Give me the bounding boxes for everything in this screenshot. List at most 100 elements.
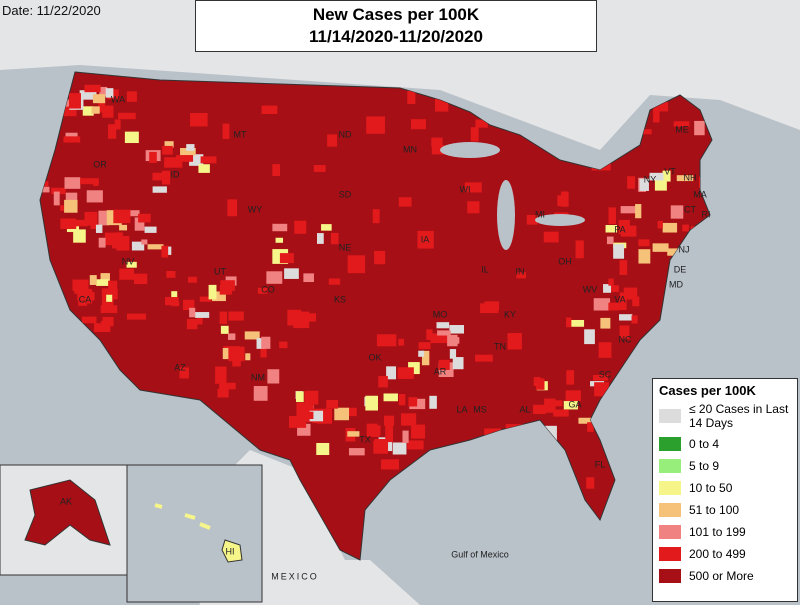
county <box>401 413 417 426</box>
state-label: NY <box>644 174 657 184</box>
hawaii-inset <box>126 464 263 603</box>
county <box>51 187 66 195</box>
county <box>108 280 118 290</box>
county <box>303 273 314 283</box>
legend-swatch <box>659 409 681 423</box>
county <box>166 270 176 278</box>
county <box>619 260 628 275</box>
county <box>381 459 400 470</box>
county <box>392 442 407 455</box>
county <box>418 350 425 357</box>
county <box>161 245 169 258</box>
county <box>219 311 228 324</box>
county <box>182 299 195 311</box>
county <box>63 104 77 117</box>
county <box>316 442 330 456</box>
state-label: MO <box>433 309 448 319</box>
county <box>186 144 195 151</box>
state-label: WV <box>583 284 598 294</box>
county <box>189 307 196 318</box>
state-label: AR <box>434 366 447 376</box>
county <box>212 291 226 302</box>
county <box>619 292 634 300</box>
county <box>138 213 151 223</box>
county <box>653 107 660 123</box>
county <box>437 330 451 336</box>
county <box>99 86 108 97</box>
county <box>141 239 148 245</box>
state-label: TN <box>494 341 506 351</box>
county <box>98 210 109 226</box>
county <box>144 226 157 233</box>
state-label: VT <box>664 166 676 176</box>
alaska <box>24 479 111 546</box>
county <box>113 209 131 224</box>
county <box>105 88 114 98</box>
county <box>418 342 431 350</box>
county <box>147 244 164 250</box>
county <box>279 253 294 264</box>
state-label: MD <box>669 279 683 289</box>
county <box>266 271 283 284</box>
legend-label: 10 to 50 <box>689 481 733 495</box>
county <box>328 278 341 285</box>
county <box>452 357 464 370</box>
county <box>60 218 77 229</box>
state-label: WI <box>460 184 471 194</box>
county <box>484 428 502 437</box>
county <box>272 223 288 232</box>
state-label: CA <box>79 294 92 304</box>
county <box>101 288 118 300</box>
county <box>114 232 123 247</box>
state-label: MS <box>473 404 487 414</box>
county <box>593 298 611 311</box>
county <box>275 237 284 243</box>
hawaii-islands <box>154 503 211 530</box>
county <box>682 224 689 232</box>
county <box>124 131 139 144</box>
state-label: RI <box>702 209 711 219</box>
county <box>484 301 500 311</box>
county <box>449 349 457 359</box>
county <box>605 225 618 233</box>
county <box>82 106 94 116</box>
county <box>65 192 78 207</box>
county <box>620 225 637 237</box>
county <box>102 105 114 118</box>
county <box>386 366 397 380</box>
county <box>694 120 705 136</box>
county <box>402 430 409 443</box>
state-label: MI <box>535 209 545 219</box>
county <box>91 106 100 114</box>
county <box>587 422 594 432</box>
state-label: KS <box>334 294 346 304</box>
hawaii <box>221 539 243 563</box>
legend-swatch <box>659 503 681 517</box>
legend-item: 51 to 100 <box>659 502 791 518</box>
county <box>575 240 584 259</box>
county <box>410 119 427 130</box>
county <box>267 369 280 384</box>
county <box>316 233 324 244</box>
county <box>296 402 309 418</box>
country-label: MEXICO <box>271 571 319 581</box>
county <box>603 284 612 293</box>
state-label: TX <box>359 434 371 444</box>
sea-label: Gulf of Mexico <box>451 549 509 559</box>
county <box>565 390 581 402</box>
county <box>618 299 627 311</box>
county <box>408 397 418 407</box>
state-label: GA <box>568 399 581 409</box>
lake-superior <box>440 142 500 158</box>
county <box>189 154 204 166</box>
county <box>114 119 121 130</box>
legend-swatch <box>659 481 681 495</box>
county <box>220 325 229 334</box>
county <box>84 84 101 93</box>
county <box>635 204 642 219</box>
county <box>552 400 563 407</box>
county <box>321 224 332 231</box>
county <box>409 398 426 410</box>
county <box>64 199 78 213</box>
county <box>553 409 569 417</box>
